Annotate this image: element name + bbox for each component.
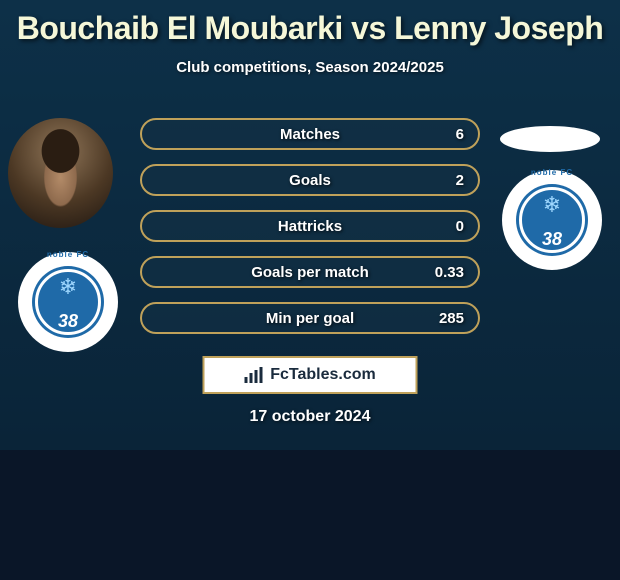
stat-value: 0 <box>456 218 464 235</box>
club-badge-right: noble FC ❄ 38 <box>502 170 602 270</box>
badge-inner: ❄ 38 <box>516 184 588 256</box>
badge-inner: ❄ 38 <box>32 266 104 338</box>
stat-label: Hattricks <box>278 218 342 235</box>
stat-label: Matches <box>280 126 340 143</box>
badge-arc-text: noble FC <box>502 168 602 177</box>
stat-value: 6 <box>456 126 464 143</box>
badge-number: 38 <box>58 311 78 332</box>
stats-list: Matches 6 Goals 2 Hattricks 0 Goals per … <box>140 118 480 334</box>
stat-row: Hattricks 0 <box>140 210 480 242</box>
chart-icon <box>244 367 264 383</box>
player-right-placeholder <box>500 126 600 152</box>
stat-label: Goals per match <box>251 264 369 281</box>
page-title: Bouchaib El Moubarki vs Lenny Joseph <box>0 10 620 47</box>
badge-number: 38 <box>542 229 562 250</box>
stat-row: Min per goal 285 <box>140 302 480 334</box>
subtitle: Club competitions, Season 2024/2025 <box>0 59 620 76</box>
stat-row: Goals per match 0.33 <box>140 256 480 288</box>
badge-arc-text: noble FC <box>18 250 118 259</box>
stat-row: Matches 6 <box>140 118 480 150</box>
snowflake-icon: ❄ <box>59 274 77 300</box>
club-badge-left: noble FC ❄ 38 <box>18 252 118 352</box>
player-left-avatar <box>8 118 113 228</box>
stat-row: Goals 2 <box>140 164 480 196</box>
stat-value: 2 <box>456 172 464 189</box>
brand-text: FcTables.com <box>270 366 376 384</box>
stat-value: 0.33 <box>435 264 464 281</box>
stat-label: Goals <box>289 172 331 189</box>
stat-value: 285 <box>439 310 464 327</box>
snowflake-icon: ❄ <box>543 192 561 218</box>
stat-label: Min per goal <box>266 310 354 327</box>
comparison-card: Bouchaib El Moubarki vs Lenny Joseph Clu… <box>0 0 620 450</box>
date-text: 17 october 2024 <box>0 408 620 426</box>
brand-badge: FcTables.com <box>203 356 418 394</box>
